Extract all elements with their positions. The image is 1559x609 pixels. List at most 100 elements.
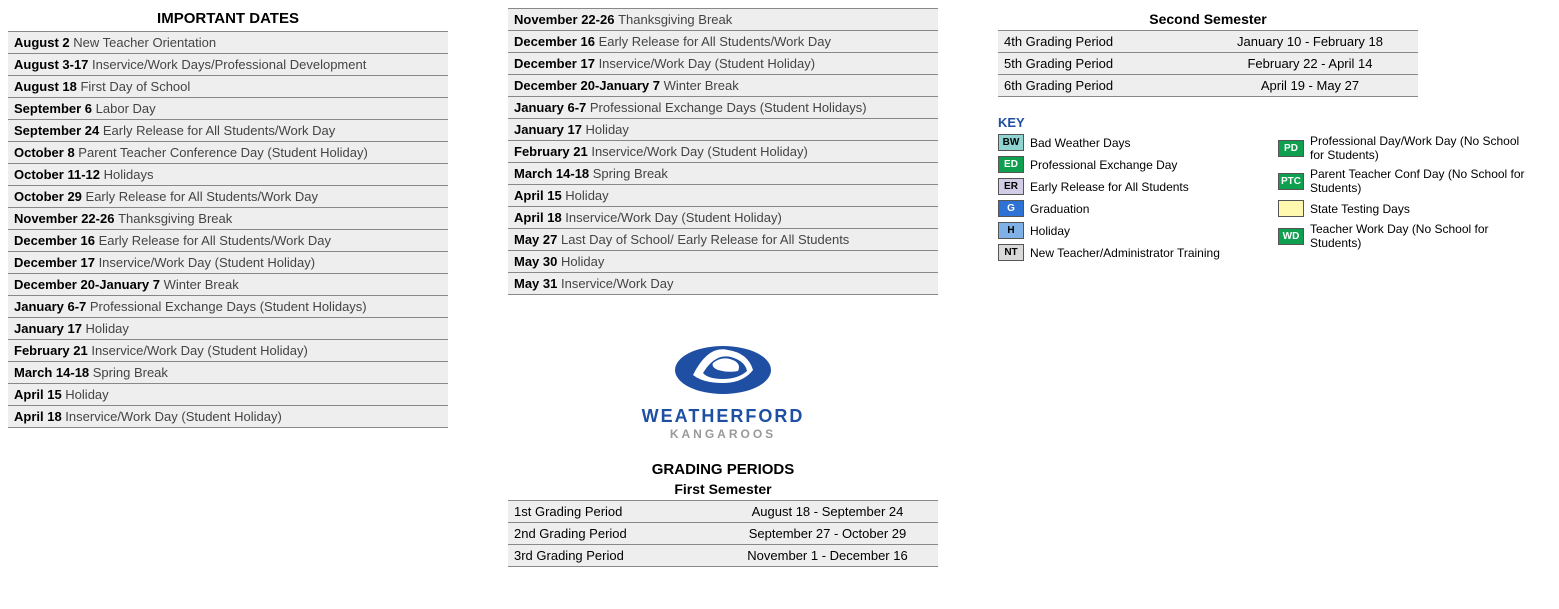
key-badge: NT bbox=[998, 244, 1024, 261]
date-row: October 29 Early Release for All Student… bbox=[8, 185, 448, 207]
important-dates-list-2: November 22-26 Thanksgiving Break Decembe… bbox=[508, 8, 938, 295]
date-desc: Early Release for All Students/Work Day bbox=[599, 34, 831, 49]
key-badge: G bbox=[998, 200, 1024, 217]
date-desc: Winter Break bbox=[164, 277, 239, 292]
date-row: May 30 Holiday bbox=[508, 250, 938, 272]
grading-range: February 22 - April 14 bbox=[1208, 56, 1412, 71]
key-badge: ER bbox=[998, 178, 1024, 195]
key-label: Professional Exchange Day bbox=[1030, 158, 1177, 172]
grading-range: August 18 - September 24 bbox=[723, 504, 932, 519]
date-row: December 17 Inservice/Work Day (Student … bbox=[8, 251, 448, 273]
date-value: December 17 bbox=[14, 255, 99, 270]
grading-label: 6th Grading Period bbox=[1004, 78, 1208, 93]
date-row: December 20-January 7 Winter Break bbox=[8, 273, 448, 295]
date-row: December 16 Early Release for All Studen… bbox=[8, 229, 448, 251]
date-value: September 24 bbox=[14, 123, 103, 138]
key-item: PD Professional Day/Work Day (No School f… bbox=[1278, 134, 1528, 162]
date-row: February 21 Inservice/Work Day (Student … bbox=[8, 339, 448, 361]
date-desc: Thanksgiving Break bbox=[118, 211, 232, 226]
key-label: Graduation bbox=[1030, 202, 1089, 216]
date-desc: New Teacher Orientation bbox=[73, 35, 216, 50]
date-row: May 27 Last Day of School/ Early Release… bbox=[508, 228, 938, 250]
date-value: October 29 bbox=[14, 189, 86, 204]
date-row: August 3-17 Inservice/Work Days/Professi… bbox=[8, 53, 448, 75]
grading-label: 5th Grading Period bbox=[1004, 56, 1208, 71]
date-desc: Holiday bbox=[565, 188, 608, 203]
date-desc: Thanksgiving Break bbox=[618, 12, 732, 27]
key-badge: PD bbox=[1278, 140, 1304, 157]
date-desc: Spring Break bbox=[593, 166, 668, 181]
date-value: May 30 bbox=[514, 254, 561, 269]
date-row: April 15 Holiday bbox=[508, 184, 938, 206]
date-row: February 21 Inservice/Work Day (Student … bbox=[508, 140, 938, 162]
date-value: December 16 bbox=[14, 233, 99, 248]
date-value: September 6 bbox=[14, 101, 96, 116]
date-value: April 15 bbox=[14, 387, 65, 402]
first-semester-title: First Semester bbox=[508, 478, 938, 500]
date-desc: Inservice/Work Day (Student Holiday) bbox=[91, 343, 308, 358]
grading-row: 1st Grading PeriodAugust 18 - September … bbox=[508, 500, 938, 522]
date-row: August 2 New Teacher Orientation bbox=[8, 31, 448, 53]
key-badge: H bbox=[998, 222, 1024, 239]
date-value: November 22-26 bbox=[14, 211, 118, 226]
key-badge: BW bbox=[998, 134, 1024, 151]
key-label: Parent Teacher Conf Day (No School for S… bbox=[1310, 167, 1528, 195]
key-label: Professional Day/Work Day (No School for… bbox=[1310, 134, 1528, 162]
date-value: October 8 bbox=[14, 145, 78, 160]
date-value: April 18 bbox=[514, 210, 565, 225]
date-desc: Winter Break bbox=[664, 78, 739, 93]
date-value: December 16 bbox=[514, 34, 599, 49]
date-row: January 6-7 Professional Exchange Days (… bbox=[8, 295, 448, 317]
date-desc: Professional Exchange Days (Student Holi… bbox=[590, 100, 867, 115]
date-row: December 20-January 7 Winter Break bbox=[508, 74, 938, 96]
date-desc: Holiday bbox=[86, 321, 129, 336]
logo-subtitle: KANGAROOS bbox=[508, 427, 938, 441]
grading-range: April 19 - May 27 bbox=[1208, 78, 1412, 93]
date-value: May 27 bbox=[514, 232, 561, 247]
date-row: March 14-18 Spring Break bbox=[8, 361, 448, 383]
date-row: November 22-26 Thanksgiving Break bbox=[8, 207, 448, 229]
middle-column: November 22-26 Thanksgiving Break Decembe… bbox=[508, 8, 938, 567]
date-desc: Holiday bbox=[586, 122, 629, 137]
date-desc: Inservice/Work Day (Student Holiday) bbox=[99, 255, 316, 270]
date-row: August 18 First Day of School bbox=[8, 75, 448, 97]
key-item: PTC Parent Teacher Conf Day (No School fo… bbox=[1278, 167, 1528, 195]
key-item: EREarly Release for All Students bbox=[998, 178, 1248, 195]
key-badge: ED bbox=[998, 156, 1024, 173]
date-value: March 14-18 bbox=[514, 166, 593, 181]
grading-row: 2nd Grading PeriodSeptember 27 - October… bbox=[508, 522, 938, 544]
date-value: November 22-26 bbox=[514, 12, 618, 27]
key-label: Holiday bbox=[1030, 224, 1070, 238]
key-item: WDTeacher Work Day (No School for Studen… bbox=[1278, 222, 1528, 250]
date-value: April 18 bbox=[14, 409, 65, 424]
date-row: April 18 Inservice/Work Day (Student Hol… bbox=[8, 405, 448, 427]
date-desc: Early Release for All Students/Work Day bbox=[103, 123, 335, 138]
date-value: December 17 bbox=[514, 56, 599, 71]
grading-row: 6th Grading PeriodApril 19 - May 27 bbox=[998, 74, 1418, 96]
grading-label: 4th Grading Period bbox=[1004, 34, 1208, 49]
date-row: January 17 Holiday bbox=[508, 118, 938, 140]
second-semester-title: Second Semester bbox=[998, 8, 1418, 30]
key-badge: PTC bbox=[1278, 173, 1304, 190]
date-row: April 18 Inservice/Work Day (Student Hol… bbox=[508, 206, 938, 228]
date-desc: Last Day of School/ Early Release for Al… bbox=[561, 232, 849, 247]
logo-title: WEATHERFORD bbox=[508, 406, 938, 427]
logo-block: WEATHERFORD KANGAROOS bbox=[508, 315, 938, 441]
key-label: Teacher Work Day (No School for Students… bbox=[1310, 222, 1528, 250]
date-value: January 6-7 bbox=[14, 299, 90, 314]
key-left-col: BW Bad Weather Days ED Professional Exchang… bbox=[998, 134, 1248, 266]
date-value: January 17 bbox=[14, 321, 86, 336]
key-label: Bad Weather Days bbox=[1030, 136, 1131, 150]
date-desc: Labor Day bbox=[96, 101, 156, 116]
date-row: April 15 Holiday bbox=[8, 383, 448, 405]
date-desc: Inservice/Work Day (Student Holiday) bbox=[565, 210, 782, 225]
page-container: IMPORTANT DATES August 2 New Teacher Ori… bbox=[8, 8, 1551, 567]
second-semester-rows: 4th Grading PeriodJanuary 10 - February … bbox=[998, 30, 1418, 97]
date-value: January 17 bbox=[514, 122, 586, 137]
date-desc: Inservice/Work Day (Student Holiday) bbox=[591, 144, 808, 159]
date-desc: Holiday bbox=[65, 387, 108, 402]
date-desc: Early Release for All Students/Work Day bbox=[99, 233, 331, 248]
grading-row: 4th Grading PeriodJanuary 10 - February … bbox=[998, 30, 1418, 52]
key-item: NTNew Teacher/Administrator Training bbox=[998, 244, 1248, 261]
date-desc: Inservice/Work Day (Student Holiday) bbox=[599, 56, 816, 71]
